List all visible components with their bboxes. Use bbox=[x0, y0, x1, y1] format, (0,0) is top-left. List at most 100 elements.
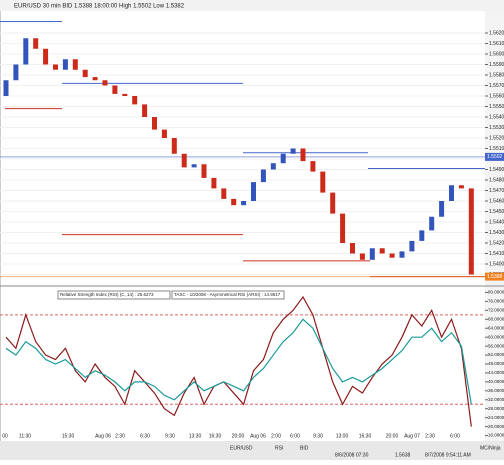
y-tick-label: 1.5590 bbox=[489, 62, 504, 68]
x-tick-label: 2:00 bbox=[271, 433, 281, 439]
legend-label: Relative Strength Index (RSI) (C, 14) : … bbox=[60, 292, 154, 297]
price-axis-bg bbox=[485, 11, 504, 441]
y-tick-label: 1.5450 bbox=[489, 209, 504, 215]
x-tick-label: Aug 06 bbox=[250, 433, 266, 439]
candle bbox=[359, 253, 365, 260]
y-tick-label: 1.5490 bbox=[489, 167, 504, 173]
y-tick-label: 1.5460 bbox=[489, 198, 504, 204]
x-tick-label: 6:00 bbox=[290, 433, 300, 439]
x-tick-label: 13:30 bbox=[189, 433, 202, 439]
y-tick-label: 52.0000 bbox=[488, 352, 504, 357]
toolbar bbox=[0, 441, 504, 460]
title-bar bbox=[0, 0, 504, 11]
candle bbox=[241, 201, 247, 206]
x-tick-label: 6:00 bbox=[450, 433, 460, 439]
toolbar-button[interactable]: MC/Ninja bbox=[480, 445, 501, 451]
x-tick-label: 15:30 bbox=[62, 433, 75, 439]
candle bbox=[43, 48, 49, 65]
candle bbox=[260, 169, 266, 183]
y-tick-label: 1.5410 bbox=[489, 251, 504, 257]
y-tick-label: 1.5610 bbox=[489, 41, 504, 47]
price-marker-label: 1.5388 bbox=[487, 274, 503, 280]
candle bbox=[290, 148, 296, 154]
y-tick-label: 1.5440 bbox=[489, 219, 504, 225]
candle bbox=[379, 248, 385, 254]
x-tick-label: 00 bbox=[2, 433, 8, 439]
candle bbox=[92, 77, 98, 81]
status-text: 8/7/2008 9:54:11 AM bbox=[425, 452, 471, 458]
candle bbox=[468, 188, 474, 275]
y-tick-label: 1.5550 bbox=[489, 104, 504, 110]
y-tick-label: 1.5540 bbox=[489, 114, 504, 120]
indicator-line bbox=[5, 318, 472, 405]
candle bbox=[142, 104, 148, 117]
candle bbox=[102, 80, 108, 86]
candle bbox=[23, 38, 29, 65]
y-tick-label: 72.0000 bbox=[488, 308, 504, 313]
candle bbox=[231, 198, 237, 206]
candle bbox=[399, 251, 405, 258]
x-tick-label: Aug 07 bbox=[404, 433, 420, 439]
y-tick-label: 64.0000 bbox=[488, 325, 504, 330]
candle bbox=[340, 213, 346, 243]
y-tick-label: 36.0000 bbox=[488, 388, 504, 393]
y-tick-label: 80.0000 bbox=[488, 290, 504, 295]
candle bbox=[429, 216, 435, 231]
y-tick-label: 1.5520 bbox=[489, 135, 504, 141]
x-tick-label: 2:30 bbox=[115, 433, 125, 439]
x-tick-label: 11:30 bbox=[19, 433, 31, 439]
candle bbox=[251, 182, 256, 201]
status-text: 1.5638 bbox=[395, 452, 411, 458]
y-tick-label: 1.5620 bbox=[489, 30, 504, 36]
y-tick-label: 20.0000 bbox=[488, 424, 504, 429]
candle bbox=[330, 192, 336, 214]
y-tick-label: 1.5580 bbox=[489, 72, 504, 78]
candle bbox=[369, 248, 375, 260]
toolbar-tab[interactable]: BID bbox=[300, 445, 309, 451]
candle bbox=[152, 117, 157, 130]
candle bbox=[449, 185, 454, 201]
candle bbox=[82, 69, 88, 78]
candle bbox=[53, 64, 58, 70]
candle bbox=[389, 253, 395, 258]
y-tick-label: 56.0000 bbox=[488, 343, 504, 348]
candle bbox=[132, 96, 138, 105]
y-tick-label: 1.5530 bbox=[489, 125, 504, 131]
candle bbox=[439, 201, 445, 217]
candle bbox=[161, 129, 167, 138]
y-tick-label: 1.5510 bbox=[489, 146, 504, 152]
candle bbox=[72, 59, 78, 70]
chart-title: EUR/USD 30 min BID 1.5388 18:00:00 High … bbox=[14, 4, 185, 10]
candle bbox=[211, 177, 217, 189]
candle bbox=[201, 164, 207, 178]
toolbar-tab[interactable]: RSI bbox=[275, 445, 283, 451]
y-tick-label: 1.5420 bbox=[489, 240, 504, 246]
y-tick-label: 76.0000 bbox=[488, 299, 504, 304]
status-text: 8/6/2008 07:30 bbox=[335, 452, 369, 458]
candle bbox=[300, 148, 306, 162]
x-tick-label: 20:00 bbox=[232, 433, 245, 439]
candle bbox=[350, 243, 355, 254]
x-tick-label: 6:30 bbox=[140, 433, 150, 439]
legend-box bbox=[57, 290, 171, 300]
price-marker-label: 1.5502 bbox=[487, 154, 503, 160]
candle bbox=[171, 138, 177, 154]
indicator-line bbox=[5, 295, 472, 427]
x-tick-label: 2:30 bbox=[425, 433, 435, 439]
y-tick-label: 1.5400 bbox=[489, 261, 504, 267]
y-tick-label: 68.0000 bbox=[488, 316, 504, 321]
x-tick-label: 9:30 bbox=[165, 433, 175, 439]
candle bbox=[419, 230, 425, 241]
toolbar-tab[interactable]: EUR/USD bbox=[230, 445, 253, 451]
y-tick-label: 1.5470 bbox=[489, 188, 504, 194]
y-tick-label: 24.0000 bbox=[488, 415, 504, 420]
x-tick-label: 13:00 bbox=[336, 433, 349, 439]
candle bbox=[409, 240, 415, 252]
x-tick-label: 16:30 bbox=[209, 433, 222, 439]
y-tick-label: 44.0000 bbox=[488, 370, 504, 375]
y-tick-label: 1.5430 bbox=[489, 230, 504, 236]
y-tick-label: 1.5600 bbox=[489, 51, 504, 57]
legend-label: TASC - 10/2008 - Asymmetrical RSI (ARSI)… bbox=[174, 292, 281, 297]
x-tick-label: 9:30 bbox=[313, 433, 323, 439]
